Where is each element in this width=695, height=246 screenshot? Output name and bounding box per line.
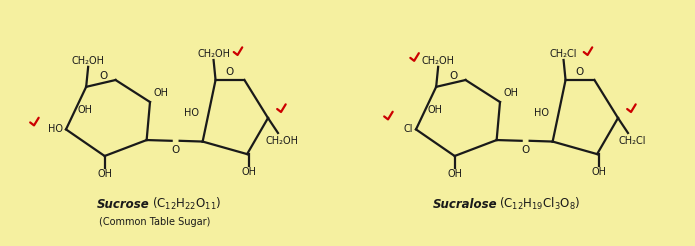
- Text: $\left(\mathregular{C_{12}H_{22}O_{11}}\right)$: $\left(\mathregular{C_{12}H_{22}O_{11}}\…: [152, 196, 221, 212]
- Text: OH: OH: [154, 88, 169, 98]
- Text: CH₂OH: CH₂OH: [72, 56, 105, 66]
- Text: OH: OH: [77, 105, 92, 115]
- Text: O: O: [100, 71, 108, 81]
- Text: OH: OH: [447, 169, 462, 179]
- Text: O: O: [226, 67, 234, 77]
- Text: Cl: Cl: [404, 124, 413, 134]
- Text: HO: HO: [48, 124, 63, 134]
- Text: CH₂OH: CH₂OH: [197, 49, 230, 59]
- Text: CH₂Cl: CH₂Cl: [550, 49, 578, 59]
- Text: CH₂OH: CH₂OH: [265, 136, 298, 146]
- Text: (Common Table Sugar): (Common Table Sugar): [99, 217, 211, 227]
- Text: HO: HO: [534, 108, 548, 118]
- Text: CH₂OH: CH₂OH: [422, 56, 455, 66]
- Text: O: O: [172, 145, 180, 155]
- Text: OH: OH: [591, 167, 607, 177]
- Text: OH: OH: [504, 88, 519, 98]
- Text: Sucralose: Sucralose: [432, 198, 497, 211]
- Text: CH₂Cl: CH₂Cl: [619, 136, 646, 146]
- Text: OH: OH: [427, 105, 442, 115]
- Text: OH: OH: [242, 167, 256, 177]
- Text: O: O: [576, 67, 584, 77]
- Text: OH: OH: [97, 169, 112, 179]
- Text: Sucrose: Sucrose: [97, 198, 150, 211]
- Text: HO: HO: [183, 108, 199, 118]
- Text: $\left(\mathregular{C_{12}H_{19}Cl_3O_8}\right)$: $\left(\mathregular{C_{12}H_{19}Cl_3O_8}…: [499, 196, 580, 212]
- Text: O: O: [450, 71, 458, 81]
- Text: O: O: [521, 145, 530, 155]
